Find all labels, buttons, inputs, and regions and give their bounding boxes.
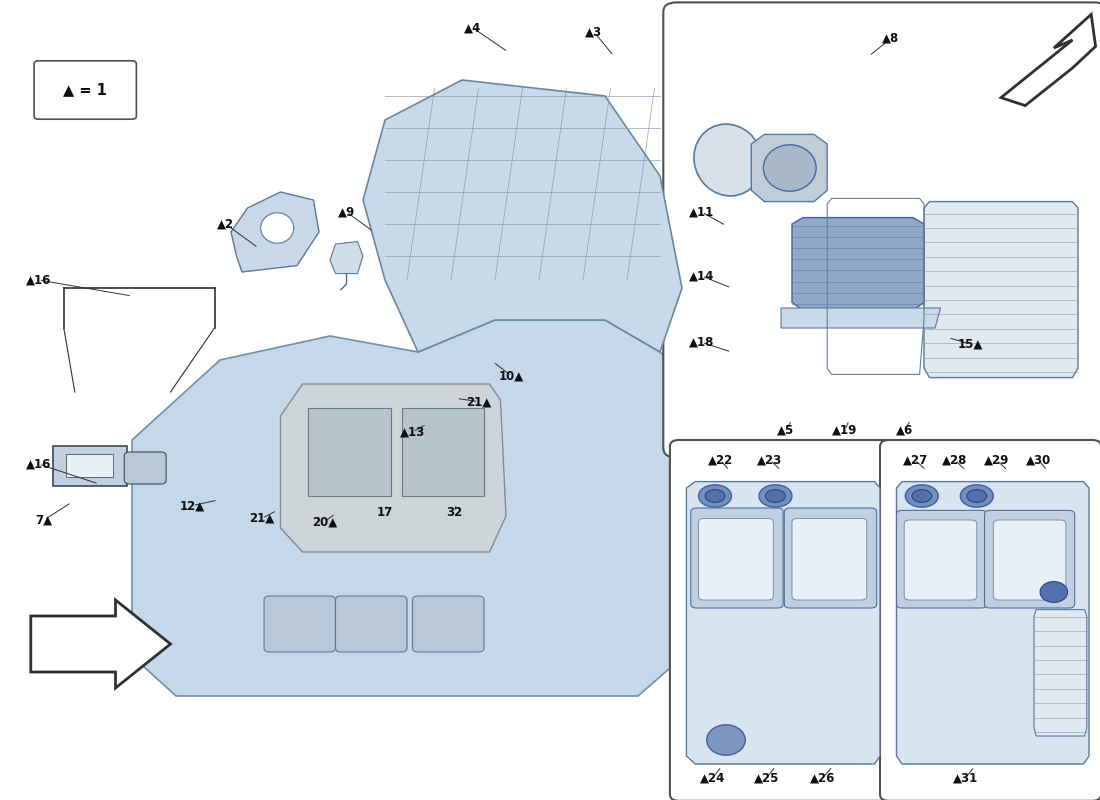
Ellipse shape	[912, 490, 932, 502]
Polygon shape	[781, 308, 940, 328]
FancyBboxPatch shape	[993, 520, 1066, 600]
Text: ▲6: ▲6	[895, 424, 913, 437]
Polygon shape	[231, 192, 319, 272]
Polygon shape	[53, 446, 126, 486]
Polygon shape	[280, 384, 506, 552]
Polygon shape	[924, 202, 1078, 378]
Text: 17: 17	[377, 506, 393, 518]
Text: ▲3: ▲3	[585, 26, 603, 38]
Text: ▲4: ▲4	[464, 22, 482, 34]
Text: 10▲: 10▲	[499, 370, 524, 382]
Polygon shape	[363, 80, 682, 352]
Text: ▲25: ▲25	[754, 771, 780, 784]
Ellipse shape	[967, 490, 987, 502]
Polygon shape	[1001, 14, 1096, 106]
Ellipse shape	[763, 145, 816, 191]
Text: 7▲: 7▲	[35, 514, 53, 526]
Text: ▲16: ▲16	[25, 458, 52, 470]
Ellipse shape	[694, 124, 762, 196]
Text: Euro
Parts: Euro Parts	[241, 342, 419, 490]
Polygon shape	[402, 408, 484, 496]
Text: ▲13: ▲13	[400, 426, 425, 438]
Text: a passion for parts since: a passion for parts since	[509, 598, 723, 690]
Text: 12▲: 12▲	[180, 499, 205, 512]
Text: ▲16: ▲16	[25, 274, 52, 286]
Text: ▲8: ▲8	[882, 32, 900, 45]
FancyBboxPatch shape	[698, 518, 773, 600]
Polygon shape	[66, 454, 113, 477]
FancyBboxPatch shape	[412, 596, 484, 652]
Ellipse shape	[261, 213, 294, 243]
Ellipse shape	[706, 725, 746, 755]
Text: ▲22: ▲22	[708, 454, 733, 466]
FancyBboxPatch shape	[784, 508, 877, 608]
Ellipse shape	[698, 485, 732, 507]
Polygon shape	[1034, 610, 1087, 736]
Text: ▲31: ▲31	[954, 771, 978, 784]
Text: ▲29: ▲29	[983, 454, 1010, 466]
Text: ▲19: ▲19	[832, 424, 858, 437]
Text: ▲11: ▲11	[690, 206, 714, 218]
Text: ▲23: ▲23	[758, 454, 782, 466]
Polygon shape	[751, 134, 827, 202]
FancyBboxPatch shape	[663, 2, 1100, 458]
Text: ▲18: ▲18	[689, 336, 715, 349]
Text: 15▲: 15▲	[957, 338, 983, 350]
Ellipse shape	[960, 485, 993, 507]
FancyBboxPatch shape	[264, 596, 336, 652]
FancyBboxPatch shape	[904, 520, 977, 600]
Text: ▲30: ▲30	[1026, 454, 1050, 466]
FancyBboxPatch shape	[880, 440, 1100, 800]
Text: 32: 32	[447, 506, 462, 518]
FancyBboxPatch shape	[670, 440, 894, 800]
FancyBboxPatch shape	[691, 508, 783, 608]
Ellipse shape	[905, 485, 938, 507]
FancyBboxPatch shape	[336, 596, 407, 652]
Polygon shape	[132, 320, 693, 696]
Polygon shape	[686, 482, 880, 764]
Text: ▲ = 1: ▲ = 1	[64, 82, 107, 98]
Ellipse shape	[759, 485, 792, 507]
Text: 20▲: 20▲	[312, 515, 337, 528]
Text: ▲2: ▲2	[217, 218, 234, 230]
Text: 21▲: 21▲	[250, 512, 274, 525]
Text: ▲28: ▲28	[942, 454, 968, 466]
FancyBboxPatch shape	[896, 510, 987, 608]
Ellipse shape	[705, 490, 725, 502]
Text: ▲26: ▲26	[810, 771, 836, 784]
Polygon shape	[308, 408, 390, 496]
Polygon shape	[896, 482, 1089, 764]
Text: ▲27: ▲27	[903, 454, 927, 466]
Polygon shape	[31, 600, 170, 688]
Text: ▲14: ▲14	[689, 270, 715, 282]
FancyBboxPatch shape	[792, 518, 867, 600]
FancyBboxPatch shape	[34, 61, 136, 119]
Polygon shape	[792, 218, 924, 310]
Text: 21▲: 21▲	[466, 395, 491, 408]
Text: ▲5: ▲5	[777, 424, 794, 437]
Polygon shape	[330, 242, 363, 274]
FancyBboxPatch shape	[124, 452, 166, 484]
Text: ▲24: ▲24	[700, 771, 726, 784]
Text: ▲9: ▲9	[338, 206, 355, 218]
FancyBboxPatch shape	[984, 510, 1075, 608]
Ellipse shape	[1041, 582, 1067, 602]
Ellipse shape	[766, 490, 785, 502]
